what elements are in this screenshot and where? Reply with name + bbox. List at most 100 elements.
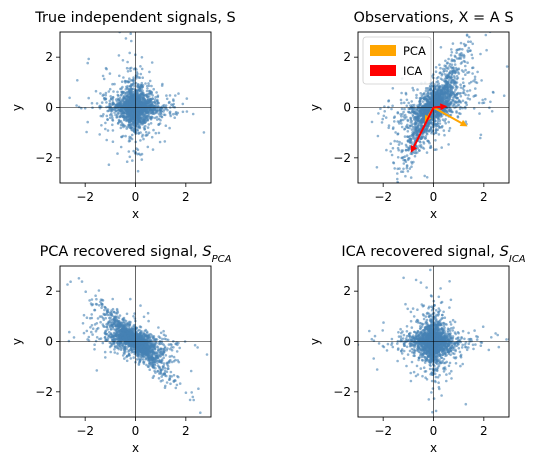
scatter-point (122, 125, 125, 129)
scatter-point (459, 101, 463, 104)
scatter-point (400, 91, 403, 95)
scatter-point (120, 108, 123, 111)
scatter-point (129, 357, 133, 360)
scatter-point (106, 129, 110, 132)
scatter-point (450, 51, 454, 54)
scatter-point (153, 98, 157, 101)
scatter-point (111, 82, 114, 86)
scatter-point (437, 101, 440, 105)
scatter-point (141, 135, 144, 138)
scatter-point (410, 165, 413, 168)
scatter-point (410, 124, 413, 127)
scatter-point (121, 354, 125, 357)
scatter-point (438, 63, 441, 67)
scatter-point (150, 61, 154, 64)
scatter-point (99, 298, 103, 302)
scatter-point (130, 126, 133, 130)
scatter-point (442, 102, 446, 105)
scatter-point (406, 123, 409, 127)
scatter-point (105, 138, 108, 142)
scatter-point (413, 151, 416, 154)
scatter-point (165, 94, 168, 97)
scatter-point (453, 54, 457, 58)
scatter-point (85, 130, 88, 134)
scatter-point (85, 316, 89, 320)
scatter-point (455, 69, 458, 72)
scatter-point (451, 91, 455, 95)
scatter-point (130, 137, 134, 141)
scatter-point (450, 87, 454, 91)
scatter-point (408, 111, 412, 114)
scatter-point (384, 116, 388, 119)
scatter-point (126, 60, 129, 64)
scatter-point (158, 122, 162, 125)
scatter-point (147, 123, 151, 126)
scatter-point (135, 71, 139, 74)
scatter-point (440, 89, 443, 92)
scatter-point (156, 95, 160, 99)
scatter-point (392, 126, 395, 129)
x-tick-label: −2 (76, 190, 94, 204)
scatter-point (468, 82, 471, 85)
scatter-point (456, 115, 460, 118)
scatter-point (403, 135, 407, 138)
scatter-point (488, 106, 491, 110)
scatter-point (149, 111, 153, 115)
scatter-point (185, 110, 189, 113)
scatter-point (444, 64, 448, 68)
scatter-point (177, 92, 180, 95)
scatter-point (169, 370, 173, 374)
scatter-point (399, 119, 403, 123)
scatter-point (133, 317, 137, 320)
scatter-point (153, 116, 157, 120)
scatter-point (449, 76, 452, 79)
scatter-point (421, 92, 425, 96)
scatter-point (149, 97, 152, 101)
scatter-point (129, 69, 132, 73)
scatter-point (125, 104, 129, 107)
scatter-point (162, 356, 165, 360)
x-tick-label: 0 (132, 190, 140, 204)
scatter-point (97, 289, 101, 292)
scatter-point (457, 67, 461, 70)
scatter-point (385, 148, 388, 152)
scatter-point (122, 94, 126, 98)
scatter-point (86, 61, 89, 65)
scatter-point (144, 130, 148, 134)
scatter-point (125, 359, 129, 363)
scatter-point (459, 94, 463, 98)
y-tick-label: 0 (343, 101, 351, 115)
scatter-point (437, 92, 441, 96)
scatter-point (132, 122, 136, 126)
scatter-point (130, 92, 133, 96)
scatter-point (396, 167, 400, 171)
chart-title: True independent signals, S (34, 10, 236, 26)
scatter-point (409, 176, 413, 179)
scatter-point (139, 72, 143, 76)
scatter-point (383, 105, 386, 108)
scatter-point (104, 121, 107, 125)
scatter-point (403, 128, 406, 131)
scatter-point (453, 94, 457, 97)
scatter-point (465, 33, 469, 37)
scatter-point (106, 328, 109, 331)
scatter-point (424, 137, 428, 140)
scatter-point (405, 166, 409, 170)
scatter-point (341, 230, 344, 233)
scatter-point (492, 91, 495, 94)
scatter-point (103, 308, 106, 312)
scatter-point (415, 117, 418, 120)
scatter-point (425, 126, 429, 130)
scatter-point (418, 113, 422, 116)
scatter-point (100, 101, 104, 104)
scatter-point (113, 111, 116, 114)
scatter-point (109, 95, 112, 98)
x-axis-label: x (132, 207, 139, 221)
scatter-point (443, 108, 447, 111)
scatter-point (123, 357, 126, 360)
scatter-point (390, 107, 393, 111)
scatter-point (116, 152, 119, 155)
scatter-point (401, 118, 405, 122)
scatter-point (100, 306, 103, 310)
